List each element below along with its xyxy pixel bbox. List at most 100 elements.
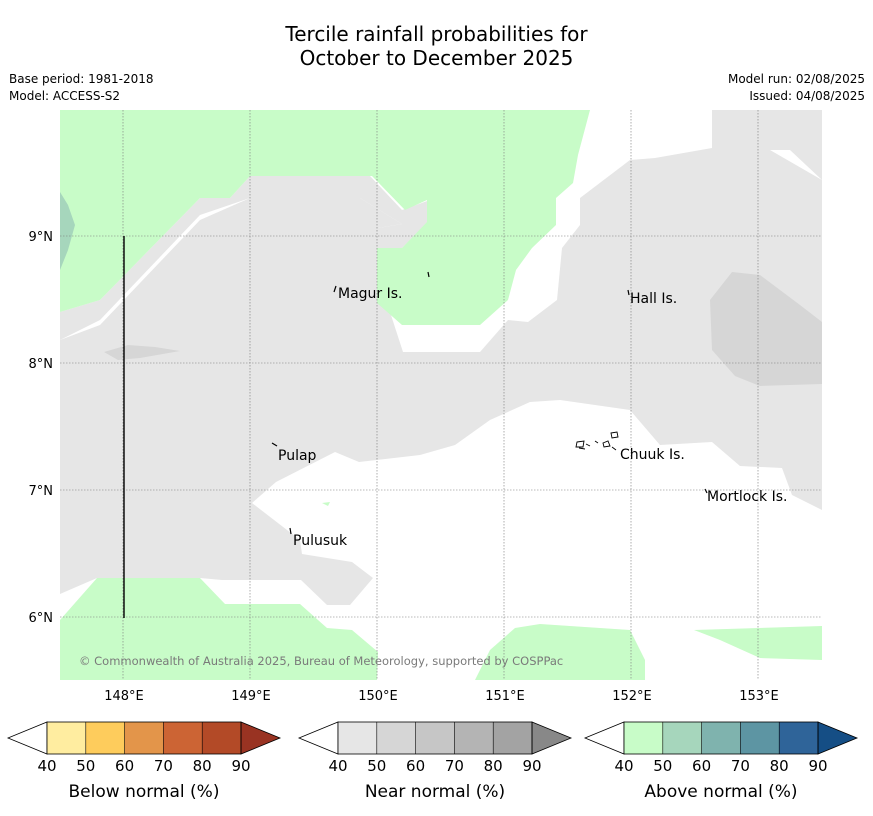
above-normal-legend-max-extend (817, 721, 859, 755)
lon-label-152e: 152°E (612, 689, 652, 704)
near-normal-legend-max-extend (531, 721, 573, 755)
lat-label-6n: 6°N (29, 611, 54, 626)
gridlines (60, 110, 822, 680)
title-line-2: October to December 2025 (299, 46, 574, 70)
lon-label-151e: 151°E (485, 689, 525, 704)
above-normal-legend-swatch (701, 722, 741, 754)
above-normal-legend-tick: 80 (770, 757, 789, 775)
small-island-mark (427, 271, 430, 278)
near-normal-region-main (60, 110, 822, 605)
near-normal-legend-frame (337, 721, 533, 755)
white-island-gap (512, 538, 540, 570)
model-text: Model: ACCESS-S2 (9, 89, 121, 103)
below-normal-legend-max-extend (240, 721, 282, 755)
map-area: Magur Is. Hall Is. Pulap Chuuk Is. Mortl… (60, 110, 822, 680)
above-normal-legend-swatch (740, 722, 780, 754)
near-normal-legend-swatch (415, 722, 455, 754)
title-line-1: Tercile rainfall probabilities for (285, 22, 588, 46)
below-normal-legend-tick: 70 (154, 757, 173, 775)
near-normal-legend-min-extend (297, 721, 339, 755)
place-label-mortlock: Mortlock Is. (707, 489, 787, 505)
above-normal-region-southeast (475, 624, 645, 680)
above-normal-region-south (60, 578, 378, 680)
place-label-hall: Hall Is. (630, 291, 677, 307)
place-label-chuuk: Chuuk Is. (620, 447, 685, 463)
below-normal-legend-swatch (163, 722, 203, 754)
below-normal-legend-tick: 60 (115, 757, 134, 775)
hall-island-mark (627, 289, 630, 296)
near-normal-legend-tick: 40 (328, 757, 347, 775)
near-normal-legend-tick: 70 (445, 757, 464, 775)
chuuk-lagoon-islands (575, 431, 619, 451)
below-normal-legend-min-extend (6, 721, 48, 755)
lon-label-149e: 149°E (231, 689, 271, 704)
above-normal-legend-tick: 60 (692, 757, 711, 775)
near-normal-dark-patch-1 (710, 272, 822, 386)
legend-near-normal: 40 50 60 70 80 90 Near normal (%) (297, 721, 573, 802)
near-normal-legend-swatch (338, 722, 377, 754)
lat-label-7n: 7°N (29, 484, 54, 499)
chuuk-islet-2 (585, 443, 591, 447)
lat-label-9n: 9°N (29, 230, 54, 245)
lon-label-153e: 153°E (739, 689, 779, 704)
above-normal-region-east (694, 626, 822, 660)
legend-below-normal: 40 50 60 70 80 90 Below normal (%) (6, 721, 282, 802)
chuuk-islet-4 (602, 440, 611, 448)
near-normal-legend-tick: 80 (484, 757, 503, 775)
legend-above-normal: 40 50 60 70 80 90 Above normal (%) (583, 721, 859, 802)
above-normal-legend-swatch (662, 722, 702, 754)
place-labels: Magur Is. Hall Is. Pulap Chuuk Is. Mortl… (278, 286, 787, 549)
above-normal-legend-min-extend (583, 721, 625, 755)
below-normal-legend-swatch (124, 722, 164, 754)
below-normal-legend-title: Below normal (%) (69, 782, 220, 802)
chuuk-islet-1 (575, 440, 585, 448)
issued-text: Issued: 04/08/2025 (749, 89, 865, 103)
meta-left: Base period: 1981-2018 Model: ACCESS-S2 (9, 71, 154, 105)
lon-label-150e: 150°E (358, 689, 398, 704)
chuuk-islet-5 (610, 431, 619, 439)
island-marks (271, 271, 708, 535)
model-run-text: Model run: 02/08/2025 (727, 72, 865, 86)
place-label-pulusuk: Pulusuk (293, 533, 348, 549)
below-normal-legend-tick: 80 (193, 757, 212, 775)
near-normal-legend-tick: 90 (522, 757, 541, 775)
pulusuk-island-mark (289, 527, 292, 535)
near-normal-legend-tick: 50 (367, 757, 386, 775)
base-period-text: Base period: 1981-2018 (9, 72, 154, 86)
above-normal-region-north (60, 110, 590, 325)
below-normal-legend-tick: 50 (76, 757, 95, 775)
above-normal-legend-tick: 50 (653, 757, 672, 775)
above-normal-legend-frame (623, 721, 819, 755)
meta-right: Model run: 02/08/2025 Issued: 04/08/2025 (728, 71, 865, 105)
above-normal-legend-tick: 40 (614, 757, 633, 775)
mortlock-island-mark (704, 488, 708, 494)
latitude-labels: 9°N 8°N 7°N 6°N (29, 230, 54, 626)
place-label-magur: Magur Is. (338, 286, 403, 302)
map-title: Tercile rainfall probabilities for Octob… (0, 22, 873, 70)
below-normal-legend-swatch (85, 722, 125, 754)
chuuk-islet-6 (611, 446, 617, 451)
above-normal-dark-patch (60, 192, 75, 270)
below-normal-legend-swatch (47, 722, 86, 754)
magur-island-mark (333, 285, 337, 293)
below-normal-legend-swatch (202, 722, 241, 754)
copyright-text: © Commonwealth of Australia 2025, Bureau… (79, 654, 563, 668)
near-normal-legend-swatch (454, 722, 494, 754)
near-normal-legend-swatch (493, 722, 532, 754)
above-normal-legend-swatch (779, 722, 818, 754)
near-normal-legend-title: Near normal (%) (365, 782, 505, 802)
lon-label-148e: 148°E (104, 689, 144, 704)
below-normal-legend-tick: 90 (231, 757, 250, 775)
above-normal-speck (322, 502, 330, 506)
above-normal-legend-tick: 70 (731, 757, 750, 775)
pulap-island-mark (271, 442, 278, 447)
chuuk-islet-3 (594, 440, 599, 444)
below-normal-legend-frame (46, 721, 242, 755)
above-normal-legend-swatch (624, 722, 663, 754)
lat-label-8n: 8°N (29, 357, 54, 372)
near-normal-legend-tick: 60 (406, 757, 425, 775)
place-label-pulap: Pulap (278, 448, 317, 464)
above-normal-legend-title: Above normal (%) (644, 782, 797, 802)
above-normal-legend-tick: 90 (808, 757, 827, 775)
